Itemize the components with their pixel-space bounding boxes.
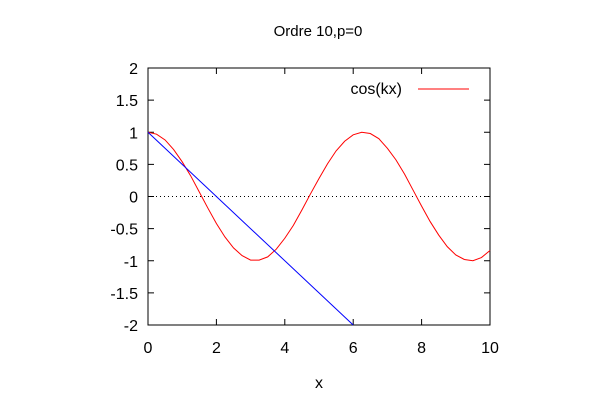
y-tick-label: 1 — [129, 125, 138, 142]
ticks — [147, 67, 491, 326]
x-tick-label: 0 — [144, 340, 153, 357]
x-tick-label: 2 — [212, 340, 221, 357]
x-tick-label: 4 — [280, 340, 289, 357]
y-tick-label: 0.5 — [116, 157, 138, 174]
series-lines — [147, 131, 491, 326]
x-tick-label: 10 — [481, 340, 499, 357]
x-axis-label: x — [315, 375, 323, 392]
y-tick-label: -2 — [124, 318, 138, 335]
chart-title: Ordre 10,p=0 — [274, 23, 363, 40]
plot-frame — [147, 67, 491, 326]
x-tick-label: 8 — [417, 340, 426, 357]
x-tick-label: 6 — [349, 340, 358, 357]
legend-label: cos(kx) — [350, 81, 402, 98]
y-tick-label: 1.5 — [116, 93, 138, 110]
y-tick-label: -0.5 — [110, 222, 138, 239]
y-tick-label: 2 — [129, 61, 138, 78]
y-tick-label: -1 — [124, 254, 138, 271]
y-tick-label: -1.5 — [110, 286, 138, 303]
y-tick-label: 0 — [129, 190, 138, 207]
legend: cos(kx) — [350, 81, 469, 98]
series-line-linear — [147, 131, 354, 326]
series-line-cos — [147, 131, 491, 262]
tick-labels: 0 2 4 6 8 10 2 1.5 1 0.5 0 -0.5 -1 -1.5 -2 — [110, 61, 499, 357]
